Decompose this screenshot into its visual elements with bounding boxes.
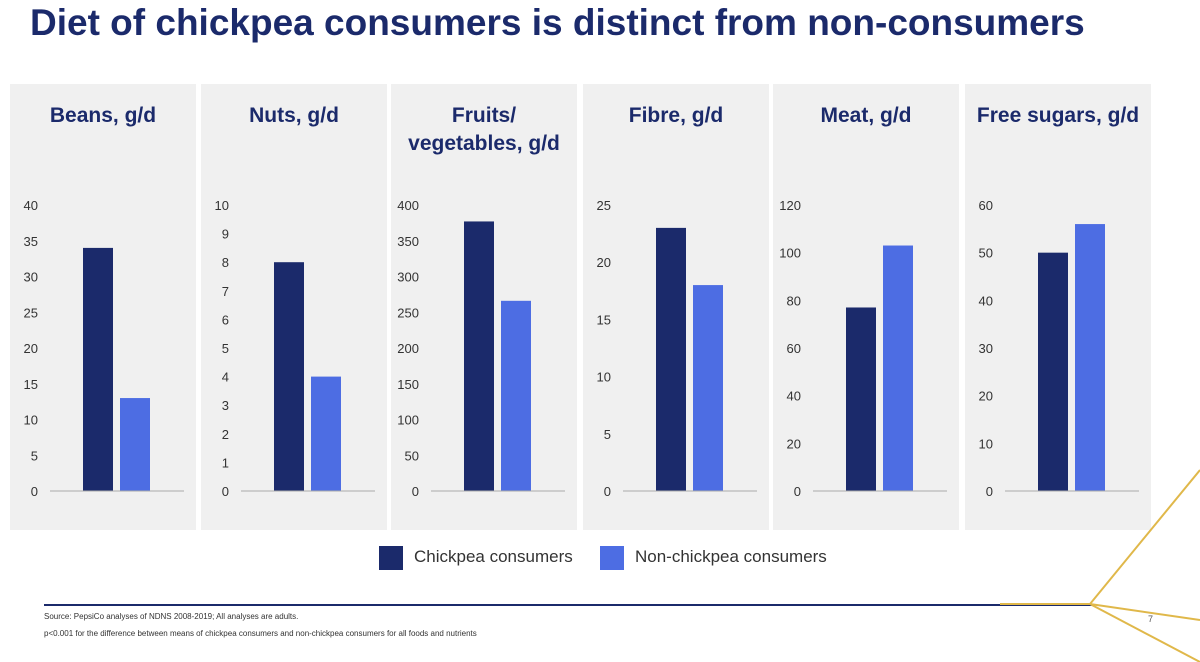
y-tick-label: 5 (604, 427, 611, 442)
y-tick-label: 40 (979, 293, 993, 308)
y-tick-label: 300 (397, 270, 419, 285)
bar-chickpea-consumers (83, 247, 113, 491)
y-tick-label: 15 (24, 377, 38, 392)
y-tick-label: 20 (979, 389, 993, 404)
y-tick-label: 6 (222, 312, 229, 327)
bar-non-chickpea-consumers (311, 376, 341, 491)
legend-swatch-non-consumers (600, 546, 624, 570)
y-tick-label: 0 (222, 484, 229, 499)
y-tick-label: 20 (787, 436, 801, 451)
y-tick-label: 25 (597, 198, 611, 213)
bar-non-chickpea-consumers (883, 245, 913, 491)
y-tick-label: 5 (222, 341, 229, 356)
significance-note: p<0.001 for the difference between means… (44, 629, 477, 638)
y-tick-label: 50 (405, 448, 419, 463)
y-tick-label: 8 (222, 255, 229, 270)
legend-label-non-consumers: Non-chickpea consumers (635, 547, 827, 566)
bar-non-chickpea-consumers (1075, 224, 1105, 492)
y-tick-label: 80 (787, 293, 801, 308)
bar-non-chickpea-consumers (693, 285, 723, 491)
chart-panel: Free sugars, g/d 0 10 20 30 40 50 60 (965, 84, 1151, 530)
y-tick-label: 0 (986, 484, 993, 499)
y-tick-label: 30 (24, 270, 38, 285)
page-number: 7 (1148, 614, 1154, 624)
chart-title: Fruits/vegetables, g/d (408, 104, 560, 155)
legend-swatch-consumers (379, 546, 403, 570)
y-tick-label: 4 (222, 370, 229, 385)
y-tick-label: 9 (222, 227, 229, 242)
y-tick-label: 60 (979, 198, 993, 213)
chart-title: Fibre, g/d (628, 104, 724, 127)
y-tick-label: 10 (597, 370, 611, 385)
gold-decoration-line (1088, 469, 1200, 621)
bar-chickpea-consumers (656, 227, 686, 491)
chart-title: Beans, g/d (49, 104, 157, 127)
bar-chart: 0 50 100 150 200 250 300 350 400 (397, 198, 565, 499)
bar-non-chickpea-consumers (501, 300, 531, 491)
y-tick-label: 7 (222, 284, 229, 299)
y-tick-label: 60 (787, 341, 801, 356)
bar-chickpea-consumers (1038, 252, 1068, 491)
y-tick-label: 2 (222, 427, 229, 442)
y-tick-label: 5 (31, 448, 38, 463)
y-tick-label: 25 (24, 305, 38, 320)
y-tick-label: 20 (597, 255, 611, 270)
bar-chickpea-consumers (464, 221, 494, 491)
legend: Chickpea consumers Non-chickpea consumer… (0, 544, 1200, 574)
y-tick-label: 0 (412, 484, 419, 499)
y-tick-label: 20 (24, 341, 38, 356)
y-tick-label: 120 (779, 198, 801, 213)
bar-chickpea-consumers (274, 262, 304, 491)
y-tick-label: 40 (24, 198, 38, 213)
y-tick-label: 0 (794, 484, 801, 499)
chart-panel: Fruits/vegetables, g/d 0 50 100 150 200 250 300… (391, 84, 577, 530)
chart-title: Meat, g/d (820, 104, 912, 127)
y-tick-label: 400 (397, 198, 419, 213)
y-tick-label: 200 (397, 341, 419, 356)
chart-panel: Beans, g/d 0 5 10 15 20 25 30 35 40 (10, 84, 196, 530)
y-tick-label: 0 (31, 484, 38, 499)
y-tick-label: 15 (597, 312, 611, 327)
legend-label-consumers: Chickpea consumers (414, 547, 573, 566)
bar-chart: 0 5 10 15 20 25 (597, 198, 757, 499)
y-tick-label: 100 (779, 246, 801, 261)
bar-chart: 0 20 40 60 80 100 120 (779, 198, 947, 499)
y-tick-label: 10 (24, 413, 38, 428)
y-tick-label: 30 (979, 341, 993, 356)
y-tick-label: 250 (397, 305, 419, 320)
y-tick-label: 35 (24, 234, 38, 249)
footer-divider (44, 604, 1094, 606)
chart-panel: Nuts, g/d 0 1 2 3 4 5 6 7 8 9 10 (201, 84, 387, 530)
y-tick-label: 100 (397, 413, 419, 428)
y-tick-label: 10 (215, 198, 229, 213)
bar-non-chickpea-consumers (120, 398, 150, 491)
chart-title: Free sugars, g/d (976, 104, 1140, 127)
y-tick-label: 1 (222, 455, 229, 470)
bar-chart: 0 1 2 3 4 5 6 7 8 9 10 (215, 198, 375, 499)
chart-panel: Meat, g/d 0 20 40 60 80 100 120 (773, 84, 959, 530)
y-tick-label: 3 (222, 398, 229, 413)
bar-chart: 0 5 10 15 20 25 30 35 40 (24, 198, 184, 499)
y-tick-label: 10 (979, 436, 993, 451)
source-note: Source: PepsiCo analyses of NDNS 2008-20… (44, 612, 299, 621)
y-tick-label: 40 (787, 389, 801, 404)
y-tick-label: 0 (604, 484, 611, 499)
y-tick-label: 350 (397, 234, 419, 249)
bar-chart: 0 10 20 30 40 50 60 (979, 198, 1139, 499)
y-tick-label: 50 (979, 246, 993, 261)
y-tick-label: 150 (397, 377, 419, 392)
page-title: Diet of chickpea consumers is distinct f… (30, 2, 1085, 43)
chart-panel: Fibre, g/d 0 5 10 15 20 25 (583, 84, 769, 530)
chart-title: Nuts, g/d (249, 104, 339, 127)
gold-decoration-line (1089, 603, 1200, 662)
bar-chickpea-consumers (846, 307, 876, 491)
